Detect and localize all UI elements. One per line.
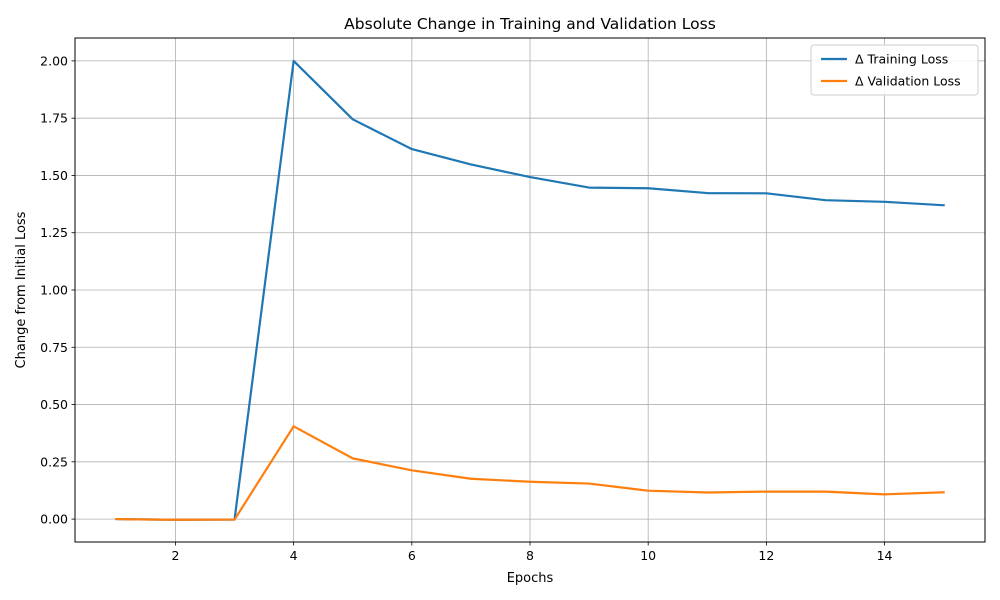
x-tick-label: 10 bbox=[640, 548, 656, 563]
y-tick-label: 1.00 bbox=[40, 283, 68, 298]
legend-label: Δ Validation Loss bbox=[855, 74, 961, 89]
series-lines bbox=[115, 59, 945, 521]
y-tick-label: 0.75 bbox=[40, 340, 68, 355]
legend-box bbox=[810, 44, 979, 96]
y-tick-label: 0.50 bbox=[40, 397, 68, 412]
x-axis-label: Epochs bbox=[507, 571, 554, 586]
legend-label: Δ Training Loss bbox=[855, 52, 948, 67]
grid bbox=[75, 38, 985, 542]
x-tick-label: 12 bbox=[758, 548, 774, 563]
y-tick-label: 0.00 bbox=[40, 512, 68, 527]
series-line-0 bbox=[115, 59, 945, 521]
chart-title: Absolute Change in Training and Validati… bbox=[344, 15, 716, 33]
y-tick-label: 0.25 bbox=[40, 454, 68, 469]
y-axis-label: Change from Initial Loss bbox=[14, 211, 29, 368]
y-tick-label: 1.75 bbox=[40, 111, 68, 126]
x-tick-label: 6 bbox=[408, 548, 416, 563]
x-tick-label: 14 bbox=[877, 548, 893, 563]
x-tick-label: 4 bbox=[290, 548, 298, 563]
y-tick-label: 2.00 bbox=[40, 53, 68, 68]
x-tick-label: 8 bbox=[526, 548, 534, 563]
x-tick-label: 2 bbox=[171, 548, 179, 563]
legend: Δ Training Loss Δ Validation Loss bbox=[810, 44, 979, 96]
series-line-1 bbox=[115, 425, 945, 521]
x-axis-ticks: 2 4 6 8 10 12 14 bbox=[171, 542, 893, 563]
y-tick-label: 1.25 bbox=[40, 225, 68, 240]
y-axis-ticks: 0.00 0.25 0.50 0.75 1.00 1.25 1.50 1.75 2.00 bbox=[40, 53, 75, 527]
y-tick-label: 1.50 bbox=[40, 168, 68, 183]
